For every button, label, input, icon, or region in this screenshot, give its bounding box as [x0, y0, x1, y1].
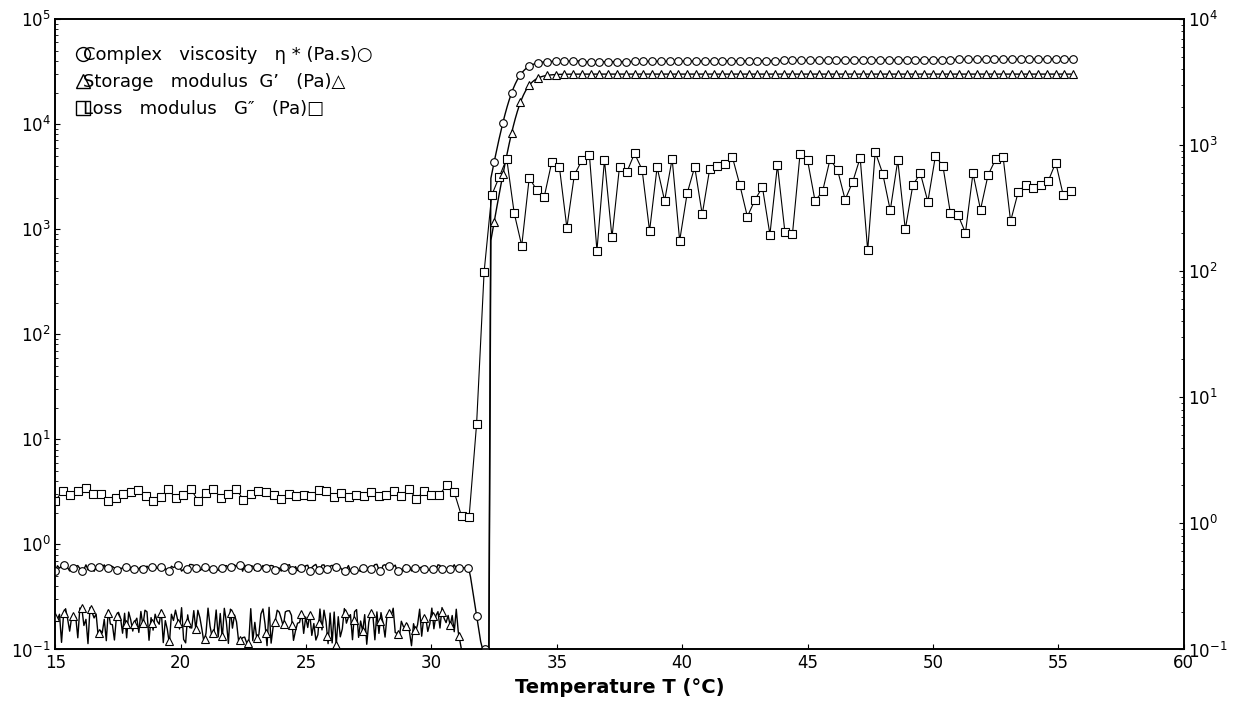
X-axis label: Temperature Τ (°C): Temperature Τ (°C)	[514, 678, 725, 697]
Legend: Complex   viscosity   η * (Pa.s)○, Storage   modulus  G’   (Pa)△, Loss   modulus: Complex viscosity η * (Pa.s)○, Storage m…	[64, 28, 390, 137]
